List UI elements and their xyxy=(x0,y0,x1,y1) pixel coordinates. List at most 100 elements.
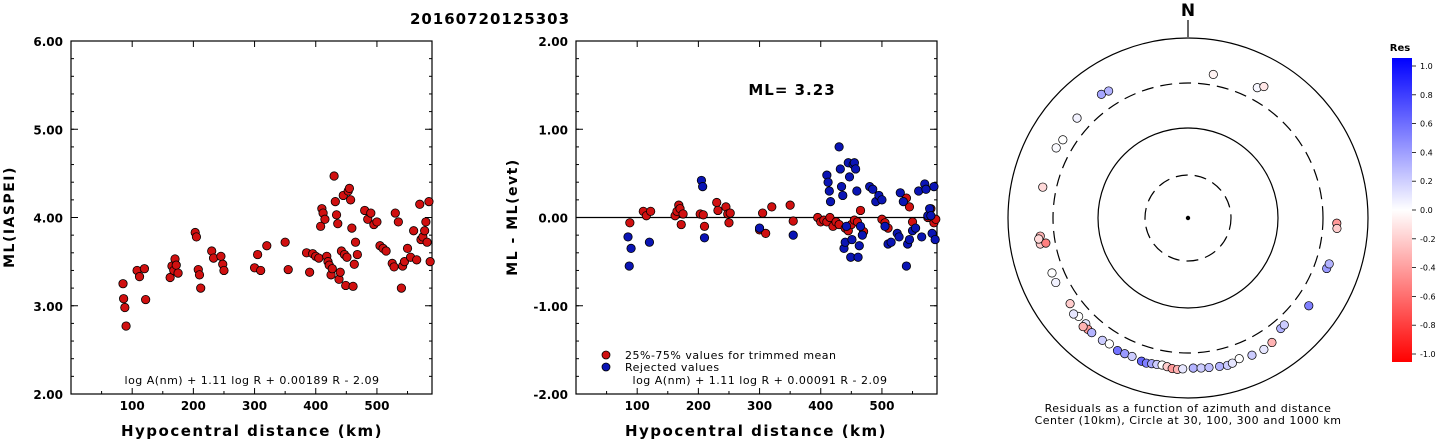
station-residual-point xyxy=(1051,143,1061,153)
colorbar-tick-label: -1.0 xyxy=(1420,350,1436,359)
data-point xyxy=(724,218,734,228)
data-point xyxy=(389,262,399,272)
data-point xyxy=(895,188,905,198)
y-tick-label: 0.00 xyxy=(538,212,568,226)
station-residual-point xyxy=(1104,86,1114,96)
data-point xyxy=(785,200,795,210)
y-tick-label: 1.00 xyxy=(538,123,568,137)
caption-line-2: Center (10km), Circle at 30, 100, 300 an… xyxy=(1035,414,1342,427)
data-point xyxy=(120,302,130,313)
data-point xyxy=(626,243,636,253)
station-residual-point xyxy=(1332,223,1342,233)
x-axis-label: Hypocentral distance (km) xyxy=(625,422,887,440)
page-title: 20160720125303 xyxy=(410,10,570,28)
station-residual-point xyxy=(1051,277,1061,288)
station-residual-point xyxy=(1304,301,1314,311)
data-point xyxy=(761,228,771,238)
center-marker xyxy=(1185,215,1191,221)
data-point xyxy=(713,205,723,216)
data-point xyxy=(350,237,361,247)
station-residual-point xyxy=(1196,363,1206,373)
legend: 25%-75% values for trimmed mean Rejected… xyxy=(601,349,837,374)
point-group xyxy=(1034,69,1342,374)
circle-100km xyxy=(1097,127,1279,309)
circle-1000km xyxy=(1007,37,1369,399)
tick-group: 100 200 300 400 500 2.00 3.00 4.00 5.00 6.00 xyxy=(33,35,432,413)
data-point xyxy=(171,260,181,270)
station-residual-point xyxy=(1259,344,1269,354)
data-point xyxy=(930,234,940,245)
y-tick-label: -1.00 xyxy=(533,300,568,314)
y-tick-label: 5.00 xyxy=(33,123,63,137)
x-tick-label: 200 xyxy=(686,399,711,413)
y-tick-label: 2.00 xyxy=(538,35,568,49)
north-label: N xyxy=(1181,1,1195,21)
data-point xyxy=(165,272,175,283)
data-point xyxy=(824,186,834,196)
data-point xyxy=(409,226,419,236)
data-point xyxy=(834,142,844,152)
data-point xyxy=(316,221,326,231)
data-point xyxy=(699,233,710,243)
data-point xyxy=(331,210,342,220)
data-point xyxy=(412,255,422,265)
colorbar-gradient xyxy=(1392,58,1412,362)
station-residual-point xyxy=(1034,234,1044,244)
formula-label: log A(nm) + 1.11 log R + 0.00189 R - 2.0… xyxy=(125,374,380,387)
y-tick-label: 6.00 xyxy=(33,35,63,49)
data-point xyxy=(330,197,340,207)
data-point xyxy=(699,221,710,231)
data-point xyxy=(847,234,857,245)
colorbar-tick-label: 0.4 xyxy=(1420,148,1433,157)
data-point xyxy=(333,219,343,229)
data-point xyxy=(855,221,866,231)
x-tick-label: 200 xyxy=(181,399,206,413)
data-point xyxy=(712,197,722,208)
y-tick-label: 3.00 xyxy=(33,300,63,314)
data-point xyxy=(725,208,735,218)
data-point xyxy=(421,217,431,227)
data-point xyxy=(767,202,777,212)
station-residual-point xyxy=(1178,364,1188,374)
data-point xyxy=(646,206,656,216)
colorbar-tick-label: -0.6 xyxy=(1420,292,1436,301)
data-point xyxy=(118,279,128,289)
data-point xyxy=(280,237,290,247)
data-point xyxy=(841,221,852,231)
colorbar-tick-label: 1.0 xyxy=(1420,62,1433,71)
x-axis-label: Hypocentral distance (km) xyxy=(121,422,383,440)
station-residual-point xyxy=(1259,82,1269,92)
legend-label-rejected: Rejected values xyxy=(625,361,720,374)
azimuth-residual-panel: N Residuals as a function of azimuth and… xyxy=(1007,1,1369,427)
data-point xyxy=(788,216,798,226)
data-point xyxy=(854,241,864,251)
circle-300km xyxy=(1052,82,1324,354)
data-point xyxy=(399,257,410,267)
data-point xyxy=(119,294,129,304)
magnitude-distance-panel: 100 200 300 400 500 2.00 3.00 4.00 5.00 6.00 ML(I… xyxy=(2,35,435,440)
circle-30km xyxy=(1144,174,1232,262)
station-residual-point xyxy=(1078,322,1088,332)
data-point xyxy=(381,246,391,256)
residual-colorbar: Res 1.0 0.8 0.6 0.4 0.2 0.0 -0.2 -0.4 -0.6 -0.8 -1… xyxy=(1390,43,1436,362)
x-tick-label: 500 xyxy=(869,399,894,413)
x-tick-label: 100 xyxy=(625,399,650,413)
data-point xyxy=(625,218,635,228)
colorbar-tick-label: -0.8 xyxy=(1420,321,1436,330)
data-point xyxy=(678,209,688,219)
legend-label-trimmed: 25%-75% values for trimmed mean xyxy=(625,349,837,362)
station-residual-point xyxy=(1247,350,1257,360)
data-point xyxy=(425,257,435,267)
data-point xyxy=(422,237,432,247)
data-point xyxy=(390,208,400,218)
station-residual-point xyxy=(1234,354,1244,364)
data-point xyxy=(314,253,324,263)
colorbar-title: Res xyxy=(1390,43,1410,54)
data-point xyxy=(823,177,833,187)
data-point xyxy=(283,264,293,275)
data-point xyxy=(904,202,915,212)
data-point xyxy=(121,321,131,331)
data-point xyxy=(825,212,835,223)
data-point xyxy=(393,217,403,227)
colorbar-tick-label: 0.6 xyxy=(1420,120,1433,129)
